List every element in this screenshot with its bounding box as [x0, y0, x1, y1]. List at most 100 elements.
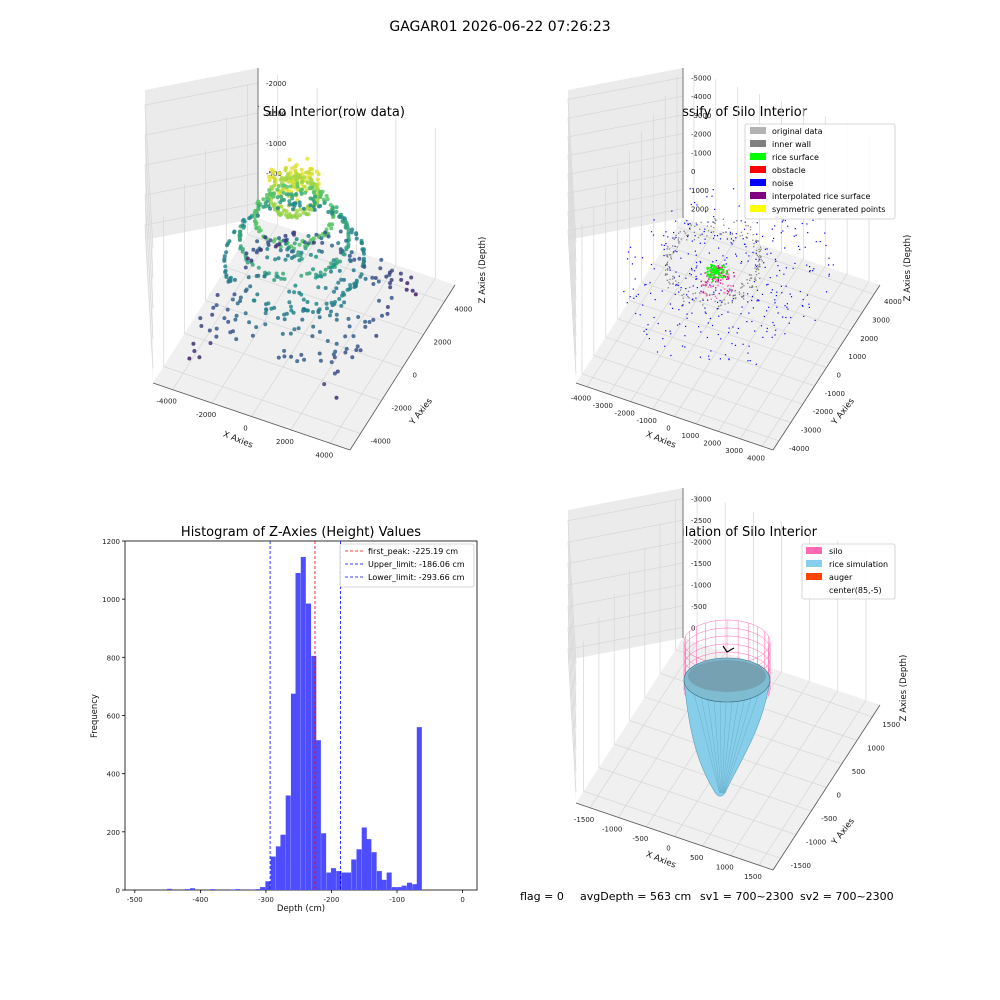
inner-wall-point [747, 282, 749, 284]
interpolated-surface-point [714, 295, 717, 297]
raw-data-point [318, 203, 323, 208]
x-gridline [608, 79, 717, 395]
rice-surface-point [711, 277, 714, 280]
interpolated-surface-point [704, 292, 707, 295]
noise-point [785, 267, 787, 269]
raw-data-point [305, 180, 310, 185]
rice-surface-point [712, 269, 715, 272]
noise-point [730, 238, 732, 240]
noise-point [751, 320, 753, 323]
noise-point [787, 308, 789, 310]
raw-data-point [333, 349, 338, 354]
histogram-bar [371, 852, 377, 890]
raw-data-point [288, 331, 293, 336]
raw-data-point [225, 307, 230, 312]
raw-data-point [284, 184, 289, 189]
noise-point [713, 216, 715, 218]
rice-surface-point [717, 276, 719, 279]
noise-point [771, 228, 773, 230]
inner-wall-point [667, 287, 669, 289]
inner-wall-point [760, 256, 762, 258]
z-tick-label: -1500 [691, 560, 711, 568]
raw-data-point [281, 271, 286, 276]
raw-data-point [286, 172, 290, 176]
inner-wall-point [681, 294, 683, 296]
noise-point [828, 273, 830, 275]
noise-point [711, 324, 714, 327]
inner-wall-point [667, 268, 669, 270]
raw-data-point [287, 157, 292, 162]
histogram-bar [406, 882, 413, 890]
inner-wall-point [743, 285, 745, 287]
inner-wall-point [755, 271, 757, 273]
raw-data-point [247, 320, 252, 325]
rice-surface-point [708, 274, 710, 276]
z-tick-label: -2500 [691, 517, 711, 525]
z-gridline [567, 498, 684, 664]
noise-point [751, 295, 754, 298]
raw-data-point [316, 285, 321, 290]
legend-label: obstacle [772, 166, 806, 175]
raw-data-point [254, 325, 259, 330]
noise-point [687, 236, 689, 238]
interpolated-surface-point [719, 267, 721, 269]
raw-data-point [215, 293, 220, 297]
noise-point [698, 326, 700, 328]
raw-data-point [243, 289, 248, 293]
y-gridline [676, 77, 875, 295]
status-sv1: sv1 = 700~2300 [700, 890, 794, 903]
noise-point [707, 322, 709, 324]
noise-point [663, 235, 665, 237]
interpolated-surface-point [715, 266, 717, 268]
noise-point [742, 343, 744, 345]
noise-point [741, 306, 743, 308]
raw-data-point [272, 305, 277, 310]
interpolated-surface-point [726, 278, 728, 280]
raw-data-point [279, 194, 283, 199]
histogram-bar [295, 572, 301, 890]
raw-data-point [287, 199, 292, 204]
noise-point [732, 298, 734, 300]
interpolated-surface-point [704, 283, 707, 286]
noise-point [774, 334, 776, 336]
raw-data-point [334, 312, 339, 317]
noise-point [809, 271, 811, 273]
x-gridline [589, 492, 698, 808]
x-tick-label: 4000 [315, 451, 333, 459]
raw-data-point [263, 311, 268, 316]
y-gridline [652, 113, 851, 332]
noise-point [794, 262, 796, 264]
inner-wall-point [731, 233, 734, 235]
raw-data-point [298, 175, 303, 180]
y-tick-label: 0 [837, 792, 841, 800]
raw-data-point [226, 279, 231, 284]
noise-point [696, 287, 698, 289]
z-tick-label: 1000 [691, 187, 709, 195]
inner-wall-point [759, 246, 762, 248]
raw-data-point [243, 265, 248, 270]
inner-wall-point [754, 240, 757, 242]
inner-wall-point [756, 254, 758, 256]
raw-data-point [254, 250, 259, 255]
inner-wall-point [666, 269, 669, 271]
raw-data-point [307, 271, 312, 276]
inner-wall-point [670, 254, 672, 256]
interpolated-surface-point [706, 282, 709, 285]
inner-wall-point [721, 300, 723, 302]
raw-data-point [314, 301, 319, 306]
noise-point [702, 299, 704, 301]
x-tick-label: -1000 [636, 417, 656, 425]
noise-point [674, 293, 676, 295]
noise-point [781, 221, 783, 223]
noise-point [781, 292, 783, 294]
rice-surface-point [717, 270, 720, 273]
noise-point [692, 298, 694, 300]
y-gridline [163, 216, 361, 434]
inner-wall-point [749, 286, 751, 288]
noise-point [700, 290, 702, 292]
histogram-bar [366, 839, 372, 890]
inner-wall-point [672, 252, 674, 254]
rice-surface-point [712, 276, 715, 278]
noise-point [650, 292, 652, 294]
raw-data-point [314, 254, 319, 259]
